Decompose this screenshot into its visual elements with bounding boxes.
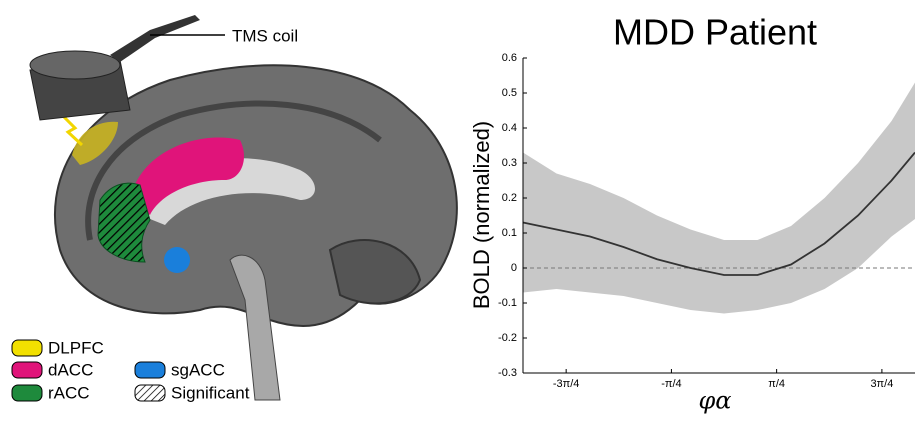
legend-label: sgACC xyxy=(171,360,225,379)
mean-line xyxy=(522,151,915,276)
coil-label: TMS coil xyxy=(232,26,298,45)
x-axis-label: φα xyxy=(698,387,731,415)
x-tick-label: π/4 xyxy=(768,378,785,390)
legend-swatch xyxy=(134,384,166,402)
y-tick-label: 0.6 xyxy=(502,52,517,64)
legend-label: DLPFC xyxy=(48,338,104,357)
chart-title: MDD Patient xyxy=(613,12,817,53)
legend-swatch xyxy=(11,384,43,402)
legend: DLPFC dACC sgACC rACC Significant xyxy=(11,338,250,402)
legend-label: rACC xyxy=(48,383,90,402)
legend-label: Significant xyxy=(171,383,250,402)
y-tick-label: 0 xyxy=(511,262,517,274)
y-tick-label: -0.2 xyxy=(498,332,517,344)
y-tick-label: -0.3 xyxy=(498,367,517,379)
legend-label: dACC xyxy=(48,360,93,379)
y-tick-label: 0.4 xyxy=(502,122,517,134)
y-tick-label: -0.1 xyxy=(498,297,517,309)
legend-swatch xyxy=(11,339,43,357)
chart: MDD Patient BOLD (normalized) φα -0.3 -0.… xyxy=(469,12,915,415)
y-tick-label: 0.3 xyxy=(502,157,517,169)
confidence-band xyxy=(523,82,915,314)
legend-swatch xyxy=(11,361,43,379)
y-axis-label: BOLD (normalized) xyxy=(469,121,494,309)
y-tick-label: 0.2 xyxy=(502,192,517,204)
legend-swatch xyxy=(134,361,166,379)
x-tick-label: -π/4 xyxy=(661,378,681,390)
y-tick-label: 0.1 xyxy=(502,227,517,239)
x-tick-label: 3π/4 xyxy=(870,378,893,390)
brain-illustration: TMS coil xyxy=(29,15,458,401)
y-tick-label: 0.5 xyxy=(502,87,517,99)
x-tick-label: -3π/4 xyxy=(553,378,580,390)
